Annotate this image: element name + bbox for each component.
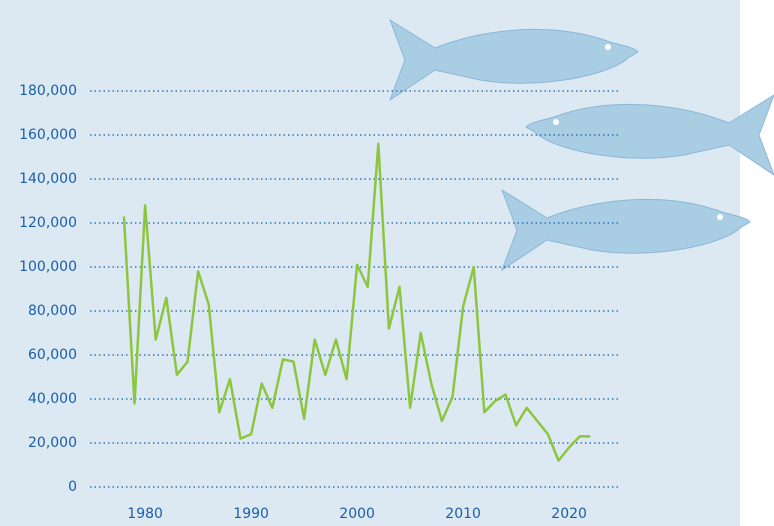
x-tick-label: 1990	[233, 506, 269, 522]
y-tick-label: 0	[68, 479, 77, 495]
y-tick-label: 60,000	[28, 347, 77, 363]
y-tick-label: 100,000	[19, 259, 77, 275]
x-tick-label: 2000	[339, 506, 375, 522]
y-tick-label: 180,000	[19, 83, 77, 99]
y-tick-label: 80,000	[28, 303, 77, 319]
y-tick-label: 40,000	[28, 391, 77, 407]
y-tick-label: 160,000	[19, 127, 77, 143]
data-line	[122, 142, 591, 462]
fish-illustrations	[388, 18, 774, 272]
x-tick-label: 2010	[445, 506, 481, 522]
y-tick-label: 140,000	[19, 171, 77, 187]
x-tick-label: 1980	[127, 506, 163, 522]
y-tick-label: 20,000	[28, 435, 77, 451]
x-tick-label: 2020	[551, 506, 587, 522]
y-tick-label: 120,000	[19, 215, 77, 231]
